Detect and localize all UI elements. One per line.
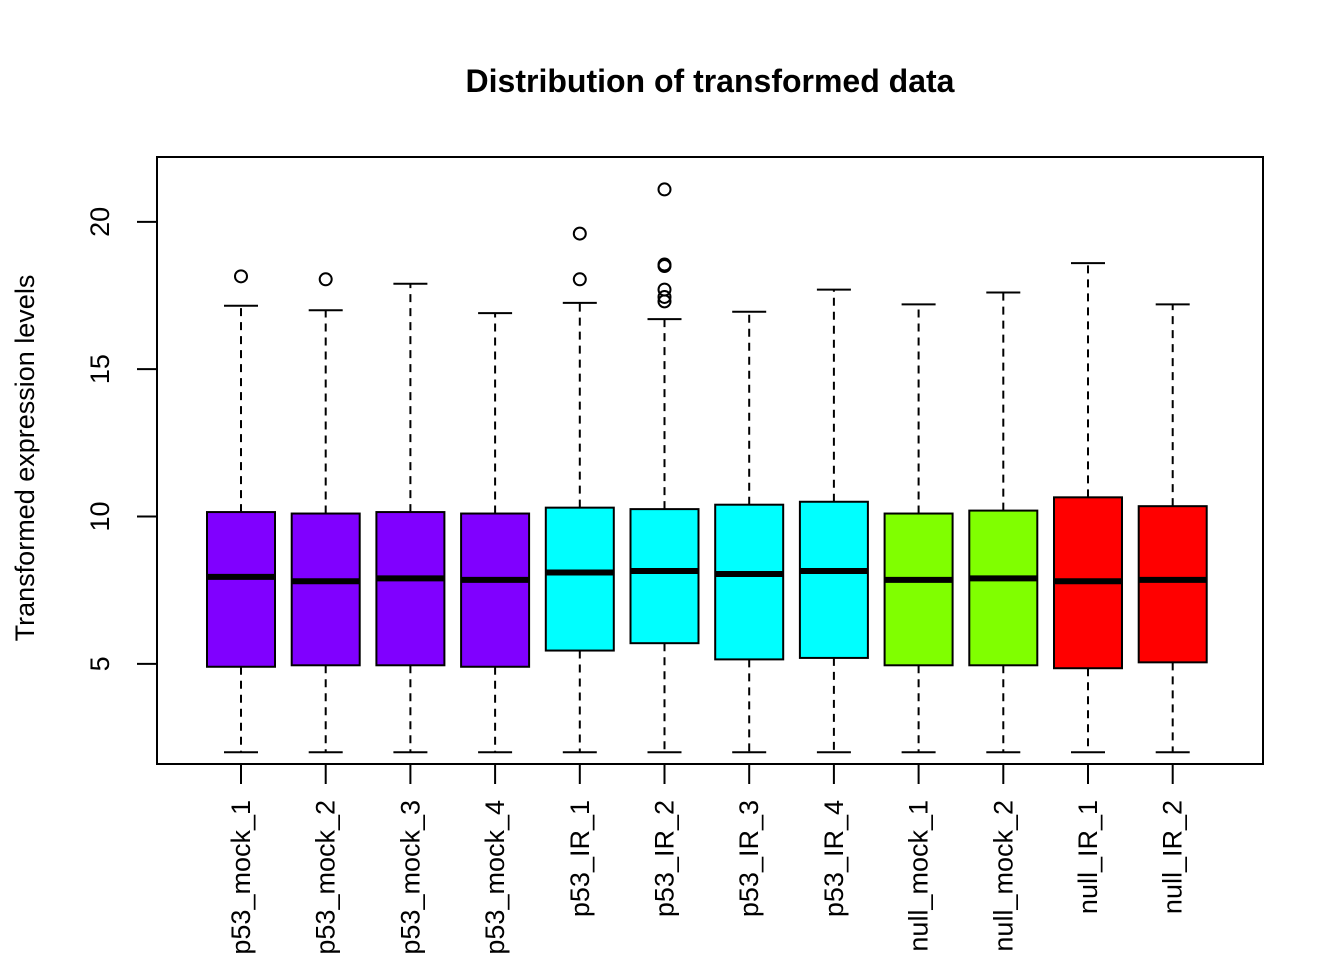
outlier-point <box>657 257 672 272</box>
box-null_IR_2 <box>1137 303 1208 754</box>
outlier-point <box>572 226 587 241</box>
x-tick-label: p53_IR_3 <box>734 800 764 917</box>
box-iqr <box>375 511 446 667</box>
x-tick-label: p53_mock_3 <box>395 800 425 955</box>
box-p53_IR_2 <box>629 182 700 754</box>
box-iqr <box>714 503 785 661</box>
x-tick-label: p53_mock_1 <box>226 800 256 955</box>
box-iqr <box>798 500 869 659</box>
outlier-point <box>234 269 248 284</box>
chart-title: Distribution of transformed data <box>466 63 955 99</box>
box-null_mock_2 <box>968 291 1039 754</box>
outlier-point <box>318 272 333 287</box>
box-iqr <box>460 512 531 668</box>
box-p53_mock_2 <box>290 272 361 754</box>
outlier-point <box>657 182 672 197</box>
box-iqr <box>629 508 700 645</box>
outlier-point <box>657 282 672 297</box>
box-p53_mock_1 <box>206 269 276 754</box>
box-p53_IR_1 <box>544 226 615 754</box>
box-iqr <box>290 512 361 667</box>
box-p53_IR_4 <box>798 288 869 754</box>
box-iqr <box>544 506 615 652</box>
x-tick-label: p53_IR_4 <box>819 800 849 917</box>
box-p53_mock_3 <box>375 282 446 754</box>
box-iqr <box>206 511 276 668</box>
y-tick-label: 15 <box>85 354 115 384</box>
x-axis: p53_mock_1 p53_mock_2 p53_mock_3 p53_mock_4… <box>226 763 1188 955</box>
box-iqr <box>1137 505 1208 664</box>
x-tick-label: p53_IR_1 <box>565 800 595 917</box>
box-null_mock_1 <box>883 303 954 754</box>
x-tick-label: null_mock_2 <box>988 800 1018 952</box>
y-axis: 5 10 15 20 <box>85 207 158 671</box>
box-p53_IR_3 <box>714 310 785 754</box>
x-tick-label: null_mock_1 <box>904 800 934 952</box>
x-tick-label: null_IR_2 <box>1158 800 1188 914</box>
y-tick-label: 10 <box>85 501 115 531</box>
boxes-group <box>206 182 1208 754</box>
y-tick-label: 20 <box>85 207 115 237</box>
x-tick-label: p53_mock_4 <box>480 800 510 955</box>
y-axis-label: Transformed expression levels <box>10 275 40 642</box>
box-null_IR_1 <box>1053 262 1123 754</box>
y-tick-label: 5 <box>85 656 115 671</box>
x-tick-label: p53_IR_2 <box>650 800 680 917</box>
x-tick-label: p53_mock_2 <box>311 800 341 955</box>
x-tick-label: null_IR_1 <box>1073 800 1103 914</box>
box-iqr <box>883 512 954 667</box>
box-iqr <box>968 509 1039 667</box>
outlier-point <box>572 272 587 287</box>
outlier-point <box>657 289 672 304</box>
box-p53_mock_4 <box>460 312 531 754</box>
